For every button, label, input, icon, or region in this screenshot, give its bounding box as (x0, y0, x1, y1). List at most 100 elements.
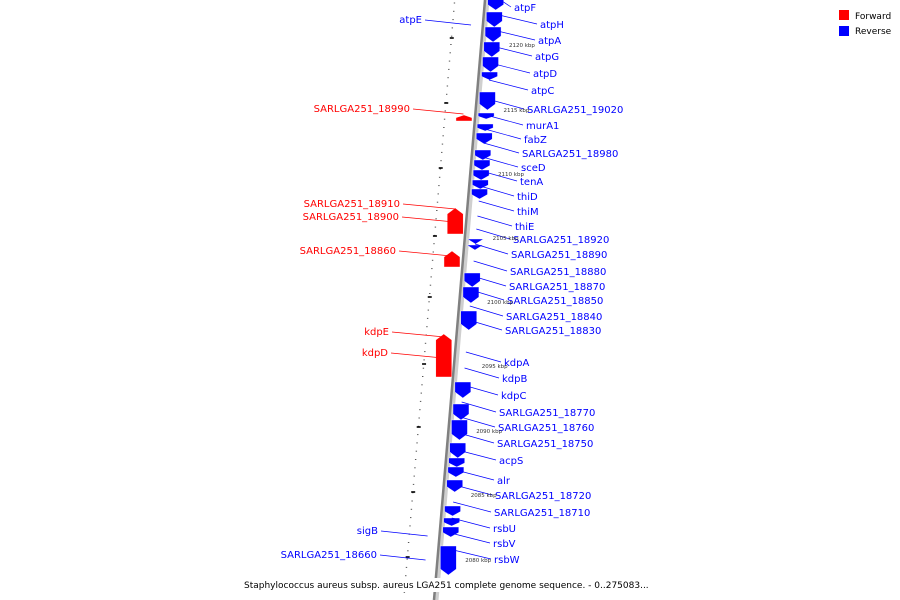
gene-labels: atpF atpH atpA atpG atpD atpC SARLGA251_19020m… (281, 3, 624, 566)
gene-label-sarlga251-18760[interactable]: SARLGA251_18760 (498, 423, 594, 434)
leader-line (473, 260, 508, 272)
gene-label-sarlga251-18910[interactable]: SARLGA251_18910 (304, 199, 400, 210)
genome-backbone (432, 0, 487, 600)
reverse-gene-block (476, 123, 494, 132)
gene-label-thim[interactable]: thiM (517, 207, 539, 218)
leader-line (462, 384, 499, 396)
reverse-gene-block (449, 442, 466, 459)
leader-line (458, 432, 495, 444)
leader-line (499, 0, 512, 8)
leader-line (483, 142, 520, 154)
map-caption: Staphylococcus aureus subsp. aureus LGA2… (244, 581, 649, 591)
gene-label-sarlga251-18860[interactable]: SARLGA251_18860 (300, 246, 396, 257)
gene-label-sarlga251-18990[interactable]: SARLGA251_18990 (314, 104, 410, 115)
gene-label-sarlga251-18840[interactable]: SARLGA251_18840 (506, 312, 602, 323)
leader-line (477, 215, 513, 227)
kbp-scale-labels: 2120 kbp 2115 kbp 2110 kbp 2105 kbp 2100 kbp… (465, 43, 535, 564)
leader-line (484, 128, 522, 140)
reverse-gene-block (486, 11, 503, 28)
gene-label-sarlga251-18750[interactable]: SARLGA251_18750 (497, 439, 593, 450)
gene-label-atph[interactable]: atpH (540, 20, 564, 31)
gene-label-rsbu[interactable]: rsbU (493, 524, 516, 535)
gene-label-kdpb[interactable]: kdpB (502, 374, 527, 385)
leader-line (412, 108, 464, 115)
leader-line (450, 532, 491, 544)
legend: Forward Reverse (839, 10, 892, 37)
kbp-label: 2120 kbp (509, 43, 535, 49)
gene-label-sarlga251-18920[interactable]: SARLGA251_18920 (513, 235, 609, 246)
leader-line (488, 79, 529, 91)
leader-line (454, 484, 493, 496)
gene-label-sarlga251-18870[interactable]: SARLGA251_18870 (509, 282, 605, 293)
gene-label-atpd[interactable]: atpD (533, 69, 557, 80)
reverse-gene-block (451, 419, 468, 441)
leader-line (469, 305, 504, 317)
reverse-gene-block (443, 517, 460, 527)
leader-line (460, 416, 496, 428)
gene-label-sarlga251-18720[interactable]: SARLGA251_18720 (495, 491, 591, 502)
forward-gene-block (455, 114, 473, 122)
gene-label-thie[interactable]: thiE (515, 222, 534, 233)
gene-label-tena[interactable]: tenA (520, 177, 543, 188)
leader-line (485, 114, 524, 126)
gene-label-kdpc[interactable]: kdpC (501, 391, 526, 402)
reverse-gene-block (482, 56, 499, 73)
gene-label-sarlga251-19020[interactable]: SARLGA251_19020 (527, 105, 623, 116)
legend-label-reverse: Reverse (855, 27, 892, 37)
reverse-gene-block (444, 505, 461, 517)
gene-label-atpc[interactable]: atpC (531, 86, 554, 97)
kbp-label: 2090 kbp (476, 429, 502, 435)
reverse-gene-block (484, 26, 502, 43)
kbp-label: 2105 kbp (493, 236, 519, 242)
gene-label-sarlga251-18980[interactable]: SARLGA251_18980 (522, 149, 618, 160)
leader-line (479, 185, 515, 197)
reverse-gene-block (440, 545, 457, 576)
reverse-gene-block (474, 149, 492, 161)
reverse-gene-block (466, 238, 485, 245)
reverse-gene-block (487, 0, 504, 11)
gene-label-kdpd[interactable]: kdpD (362, 348, 388, 359)
gene-label-rsbw[interactable]: rsbW (494, 555, 520, 566)
gene-label-atpf[interactable]: atpF (514, 3, 536, 14)
leader-line (391, 331, 445, 338)
leader-line (398, 250, 452, 257)
gene-label-sarlga251-18830[interactable]: SARLGA251_18830 (505, 326, 601, 337)
leader-line (494, 13, 538, 25)
gene-label-sarlga251-18660[interactable]: SARLGA251_18660 (281, 550, 377, 561)
reverse-gene-block (447, 466, 465, 478)
gene-label-sigb[interactable]: sigB (357, 526, 378, 537)
reverse-gene-block (462, 286, 480, 304)
gene-label-atpe[interactable]: atpE (399, 15, 422, 26)
gene-label-sarlga251-18880[interactable]: SARLGA251_18880 (510, 267, 606, 278)
leader-line (491, 45, 533, 57)
gene-label-fabz[interactable]: fabZ (524, 135, 547, 146)
gene-label-alr[interactable]: alr (497, 476, 511, 487)
gene-label-sced[interactable]: sceD (521, 163, 546, 174)
leader-line (471, 289, 505, 301)
gene-label-sarlga251-18900[interactable]: SARLGA251_18900 (303, 212, 399, 223)
gene-label-sarlga251-18710[interactable]: SARLGA251_18710 (494, 508, 590, 519)
gene-label-acps[interactable]: acpS (499, 456, 523, 467)
reverse-gene-block (454, 381, 472, 399)
leader-line (455, 469, 495, 481)
gene-label-sarlga251-18850[interactable]: SARLGA251_18850 (507, 296, 603, 307)
reverse-gene-block (464, 272, 481, 288)
kbp-label: 2115 kbp (503, 108, 529, 114)
gene-label-mura1[interactable]: murA1 (526, 121, 559, 132)
reverse-gene-block (472, 169, 490, 181)
leader-line (476, 228, 511, 240)
gene-label-sarlga251-18770[interactable]: SARLGA251_18770 (499, 408, 595, 419)
gene-label-kdpa[interactable]: kdpA (504, 358, 529, 369)
reverse-gene-block (442, 526, 459, 538)
gene-label-kdpe[interactable]: kdpE (364, 327, 389, 338)
leader-line (390, 352, 443, 359)
gene-label-atpg[interactable]: atpG (535, 52, 559, 63)
reverse-gene-block (466, 244, 484, 251)
kbp-label: 2080 kbp (465, 558, 491, 564)
reverse-gene-block (448, 457, 465, 468)
gene-label-thid[interactable]: thiD (517, 192, 538, 203)
leader-line (478, 200, 515, 212)
gene-label-rsbv[interactable]: rsbV (493, 539, 516, 550)
gene-label-sarlga251-18890[interactable]: SARLGA251_18890 (511, 250, 607, 261)
gene-label-atpa[interactable]: atpA (538, 36, 561, 47)
